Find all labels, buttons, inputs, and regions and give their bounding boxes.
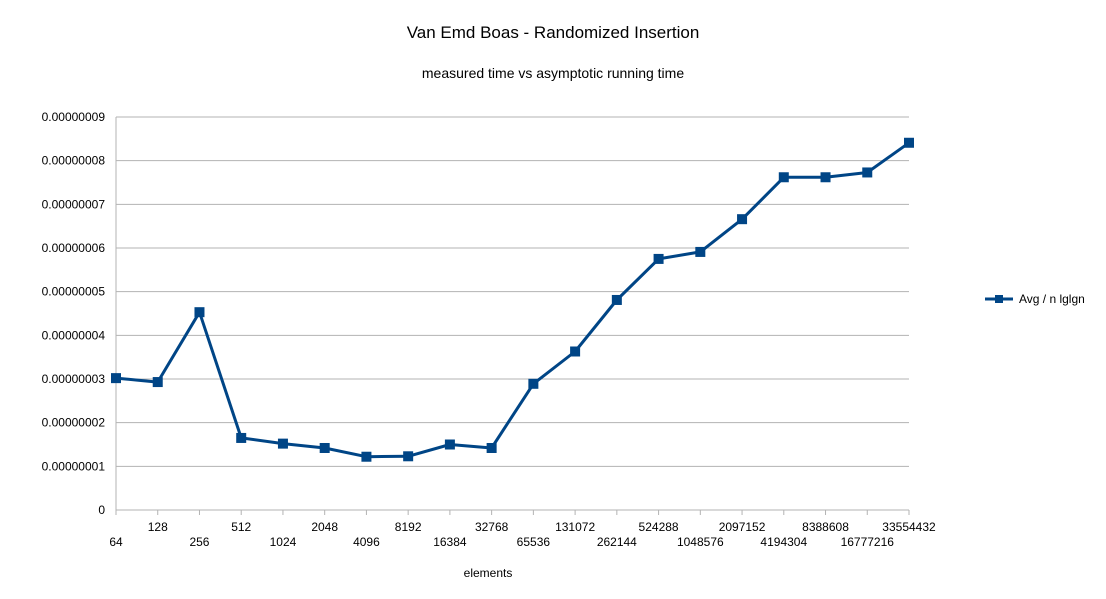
x-tick-label: 524288 [639,520,679,534]
x-tick-label: 8192 [395,520,422,534]
axes [115,117,910,515]
legend: Avg / n lglgn [985,292,1085,306]
chart-subtitle: measured time vs asymptotic running time [422,65,684,81]
legend-label: Avg / n lglgn [1019,292,1085,306]
x-axis-title: elements [464,566,513,580]
data-point [653,253,664,264]
x-tick-label: 1048576 [677,535,724,549]
x-tick-label: 128 [148,520,168,534]
gridlines [116,116,909,511]
data-point [486,442,497,453]
x-tick-label: 2048 [311,520,338,534]
y-tick-label: 0.00000009 [42,110,106,124]
series-markers [111,137,914,462]
x-tick-label: 512 [231,520,251,534]
legend-marker [995,295,1003,303]
data-point [444,439,455,450]
x-tick-label: 262144 [597,535,637,549]
data-point [277,438,288,449]
x-tick-label: 256 [189,535,209,549]
y-tick-label: 0 [98,503,105,517]
x-tick-label: 1024 [270,535,297,549]
data-point [236,432,247,443]
x-tick-label: 64 [109,535,123,549]
x-tick-label: 16384 [433,535,467,549]
chart-title: Van Emd Boas - Randomized Insertion [407,23,700,42]
x-tick-label: 131072 [555,520,595,534]
x-tick-label: 33554432 [882,520,936,534]
x-tick-label: 4096 [353,535,380,549]
y-tick-label: 0.00000004 [42,328,106,342]
data-point [528,378,539,389]
x-tick-label: 65536 [517,535,551,549]
y-tick-label: 0.00000005 [42,285,106,299]
data-point [611,294,622,305]
data-point [904,137,914,148]
y-tick-label: 0.00000007 [42,197,106,211]
x-tick-label: 32768 [475,520,509,534]
data-point [111,373,121,384]
x-tick-label: 2097152 [719,520,766,534]
data-point [778,172,789,183]
data-point [319,442,330,453]
data-point [820,172,831,183]
data-point [737,214,748,225]
x-tick-label: 8388608 [802,520,849,534]
y-tick-label: 0.00000006 [42,241,106,255]
y-tick-label: 0.00000008 [42,154,106,168]
series-line-group [115,141,910,459]
y-tick-label: 0.00000001 [42,459,106,473]
x-tick-label: 16777216 [841,535,895,549]
y-tick-label: 0.00000003 [42,372,106,386]
data-point [862,167,873,178]
data-point [152,377,163,388]
data-point [695,246,706,257]
x-tick-labels: 64 128 256 512 1024 2048 4096 8192 16384 32768 655… [109,520,936,549]
data-point [361,451,372,462]
y-tick-labels: 0 0.00000001 0.00000002 0.00000003 0.0000000… [42,110,106,517]
x-tick-label: 4194304 [760,535,807,549]
series-line [115,141,910,459]
data-point [570,346,581,357]
data-point [403,451,414,462]
data-point [194,307,205,318]
y-tick-label: 0.00000002 [42,416,106,430]
